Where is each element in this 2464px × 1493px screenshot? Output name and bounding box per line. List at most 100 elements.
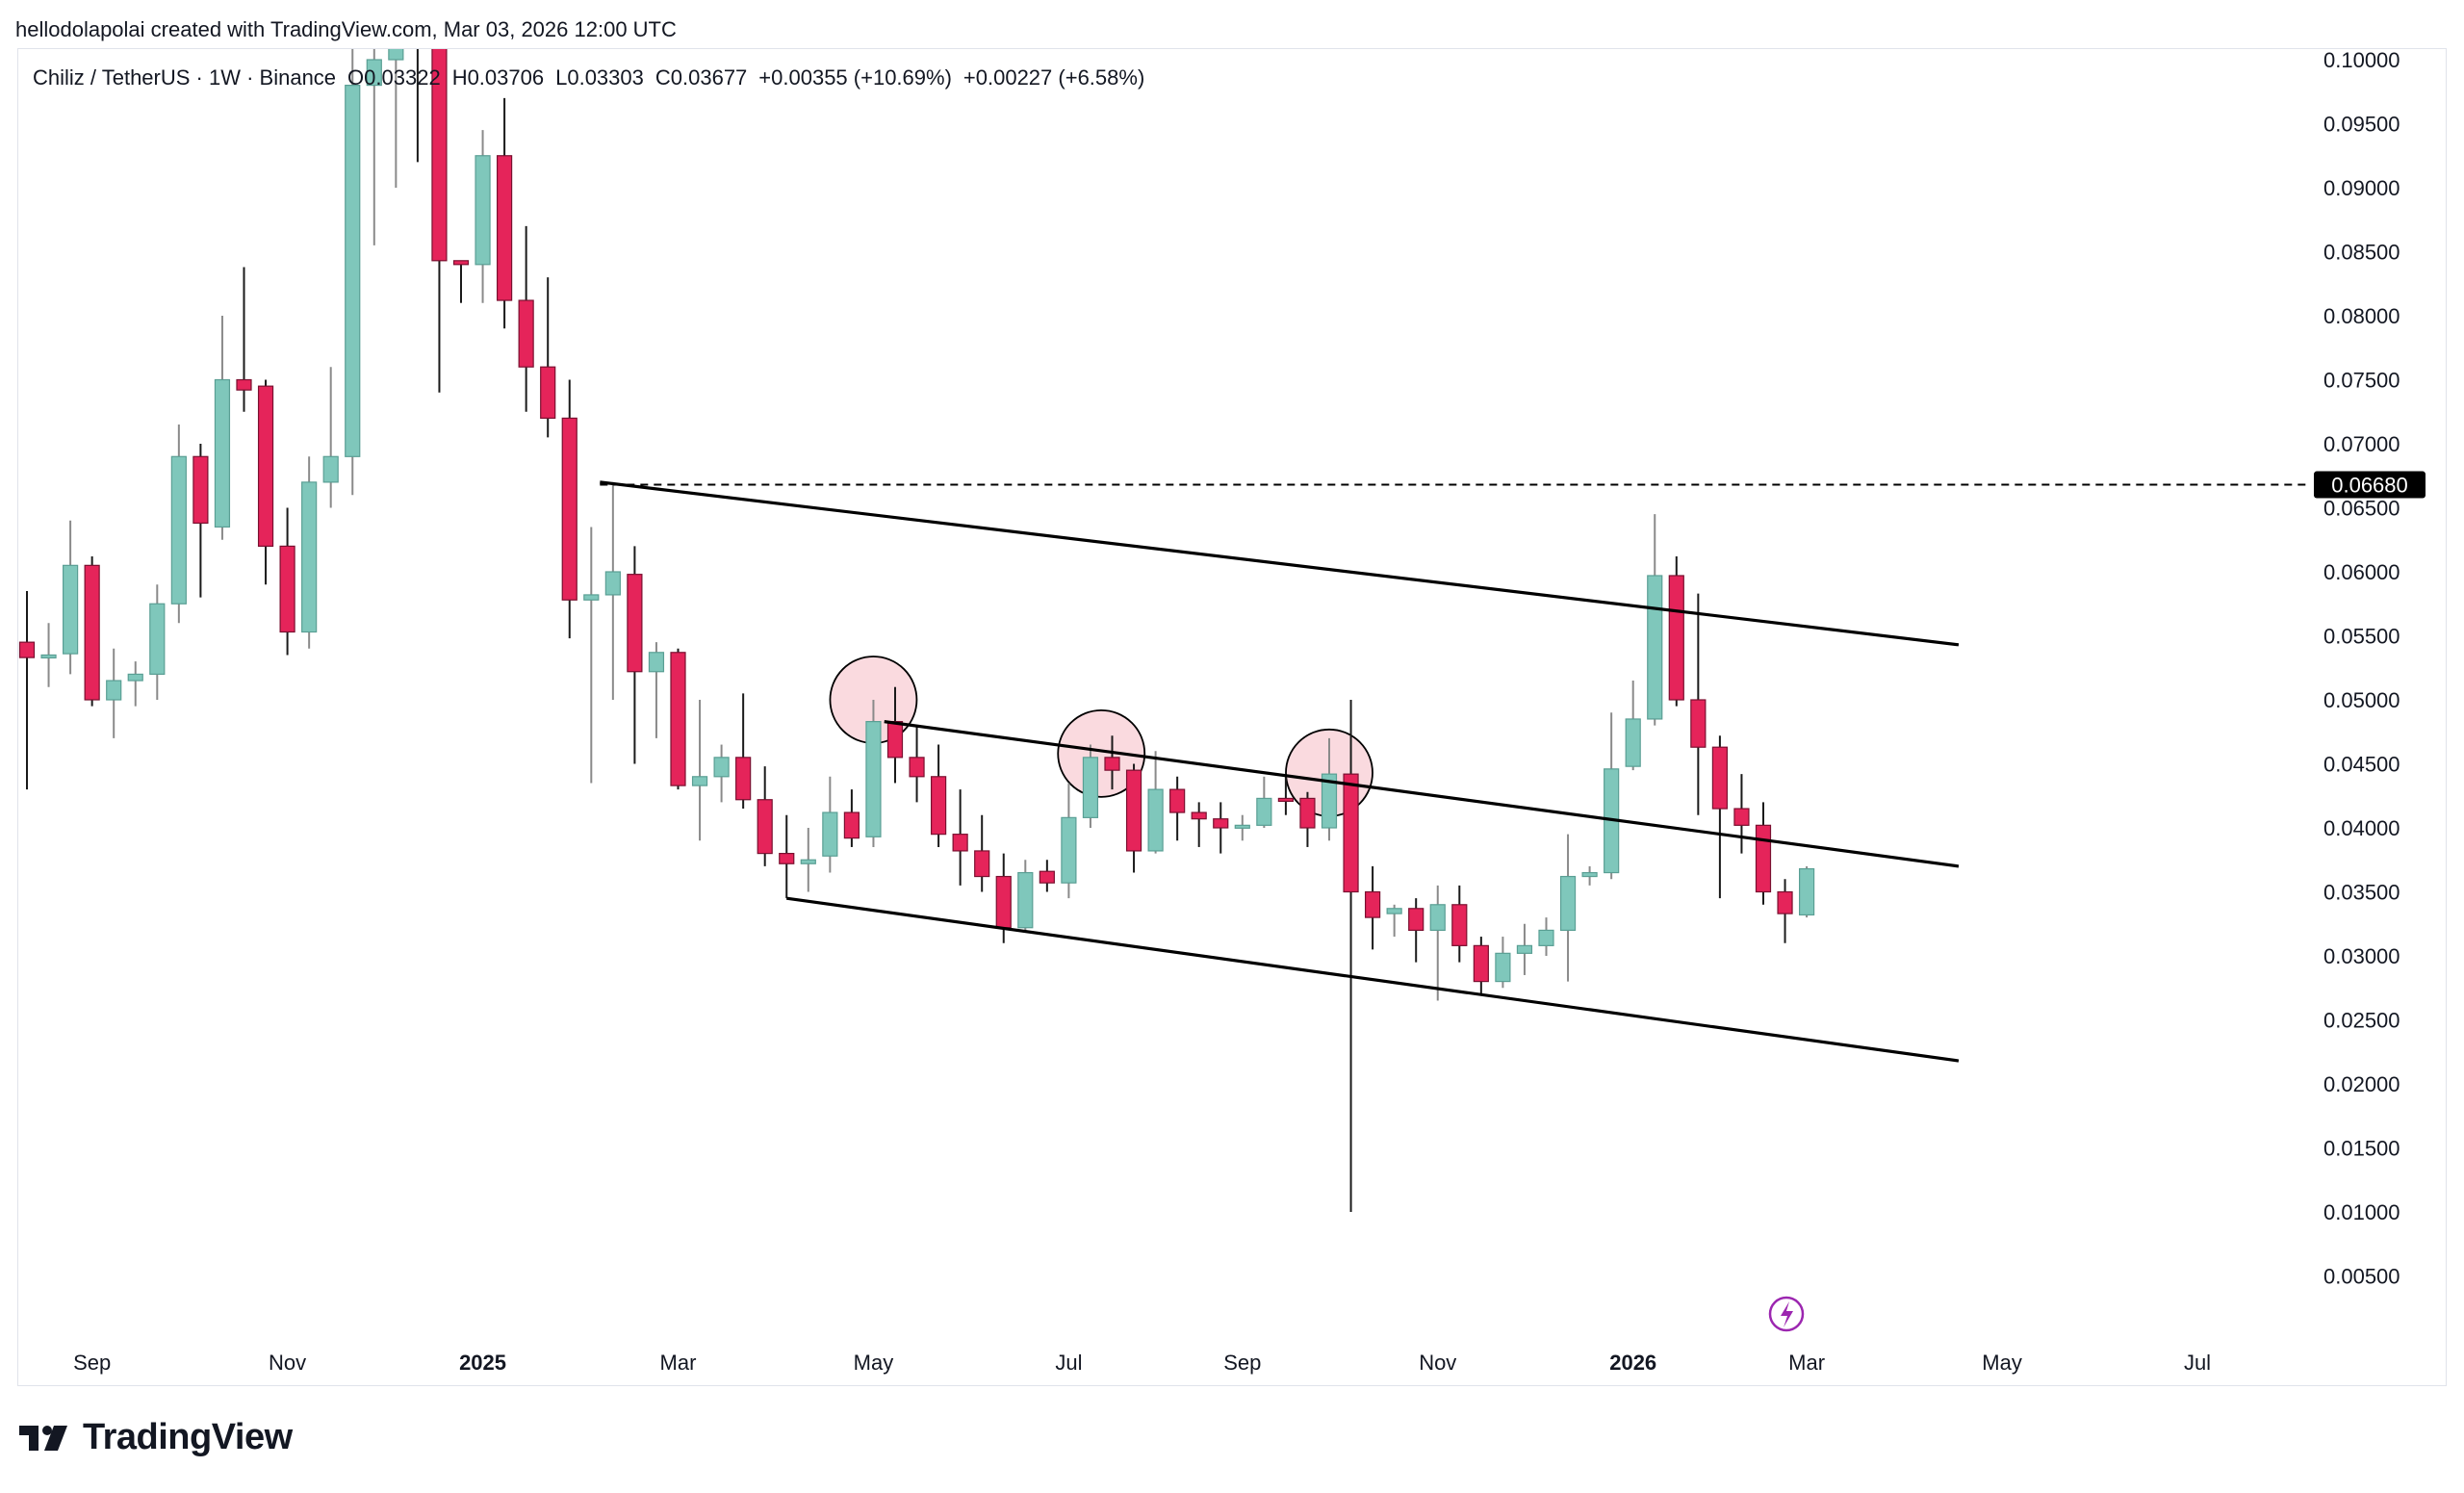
candle [496, 97, 513, 329]
price-tick-label: 0.10000 [2323, 48, 2400, 72]
author-line: hellodolapolai created with TradingView.… [15, 17, 677, 41]
time-tick-label: May [1982, 1351, 2022, 1375]
candle [843, 789, 860, 847]
candle [366, 49, 382, 245]
time-tick-label: 2026 [1609, 1351, 1656, 1375]
candle [757, 766, 773, 866]
time-tick-label: May [854, 1351, 894, 1375]
candle [1451, 885, 1468, 963]
candle-body [62, 564, 79, 655]
price-tick-label: 0.01000 [2323, 1200, 2400, 1224]
candle-body [1191, 811, 1207, 820]
candle [800, 828, 816, 892]
candle-body [1169, 788, 1186, 813]
symbol-legend: Chiliz / TetherUS · 1W · Binance O0.03322… [33, 65, 1156, 90]
candle [322, 367, 339, 508]
candle-body [1321, 773, 1338, 829]
candle [1364, 865, 1381, 950]
candle [84, 556, 100, 707]
candle-body [1386, 908, 1402, 914]
candle [1343, 700, 1359, 1212]
candle-body [757, 799, 773, 855]
candle [909, 725, 925, 803]
candle [518, 225, 534, 412]
candle [1690, 593, 1707, 815]
candle-body [800, 859, 816, 864]
price-tick-label: 0.00500 [2323, 1265, 2400, 1289]
price-tick-label: 0.03000 [2323, 944, 2400, 968]
legend-change-2: +0.00227 (+6.58%) [962, 65, 1145, 90]
candle-body [1299, 797, 1316, 829]
candle-body [691, 776, 708, 786]
candle-body [366, 59, 382, 87]
candle [930, 744, 947, 847]
candle [149, 584, 166, 700]
candle-body [301, 481, 318, 633]
candle-body [1082, 757, 1099, 818]
candle [1668, 556, 1684, 707]
time-tick-label: Nov [1419, 1351, 1456, 1375]
candle [1125, 763, 1142, 873]
candle [1321, 737, 1338, 841]
candle-body [1516, 944, 1533, 954]
candle [192, 444, 209, 598]
price-axis[interactable]: 0.10000 0.09500 0.09000 0.08500 0.08000 0.075… [2323, 48, 2400, 1289]
candle-body [648, 652, 665, 673]
time-tick-label: Jul [2184, 1351, 2211, 1375]
candle [1299, 791, 1316, 847]
price-tick-label: 0.09000 [2323, 176, 2400, 200]
candle-body [627, 574, 643, 673]
flash-icon[interactable] [1768, 1296, 1805, 1332]
chart-frame [17, 48, 2447, 1386]
candle [62, 520, 79, 675]
trend-line [600, 480, 1960, 647]
candle [1277, 776, 1295, 815]
trendlines-layer[interactable] [600, 480, 2310, 1063]
candle-body [1343, 773, 1359, 893]
candle [1538, 917, 1554, 956]
time-axis[interactable]: Sep Nov 2025 Mar May Jul Sep Nov 2026 Mar May Jul [73, 1351, 2211, 1375]
candle-body [1777, 890, 1793, 914]
candle [106, 648, 122, 738]
candle-body [1625, 718, 1641, 767]
candle [301, 456, 318, 649]
candle-body [952, 834, 968, 852]
candle-body [1125, 769, 1142, 852]
candle-body [214, 378, 231, 528]
candle [1604, 712, 1620, 880]
candle [345, 49, 361, 496]
candle [1082, 744, 1099, 828]
time-tick-label: Mar [1788, 1351, 1825, 1375]
symbol-name[interactable]: Chiliz / TetherUS · 1W · Binance [33, 65, 337, 90]
candle-body [886, 721, 904, 759]
candle-body [930, 776, 947, 836]
candle [1798, 865, 1815, 918]
tradingview-logo-icon [19, 1425, 67, 1451]
candle-body [779, 852, 795, 864]
candle-body [1039, 870, 1055, 884]
candle [40, 623, 57, 687]
candle-body [322, 455, 339, 483]
legend-change: +0.00355 (+10.69%) [758, 65, 952, 90]
candle [1647, 514, 1663, 726]
candle [1169, 776, 1186, 841]
candle-body [843, 811, 860, 839]
candle [1429, 885, 1446, 1001]
candle [713, 744, 730, 803]
candle [1755, 802, 1772, 905]
price-tick-label: 0.01500 [2323, 1137, 2400, 1161]
candle [1256, 776, 1272, 828]
candle-body [257, 385, 274, 547]
candle [735, 693, 752, 810]
candle [865, 700, 882, 847]
candle-body [388, 49, 404, 61]
candle [1061, 783, 1077, 899]
candle-body [909, 757, 925, 778]
candle-body [1408, 908, 1424, 931]
price-tick-label: 0.04000 [2323, 816, 2400, 840]
price-tick-label: 0.08000 [2323, 304, 2400, 328]
candle [1625, 681, 1641, 771]
candle [279, 507, 295, 656]
candle [1516, 923, 1533, 975]
